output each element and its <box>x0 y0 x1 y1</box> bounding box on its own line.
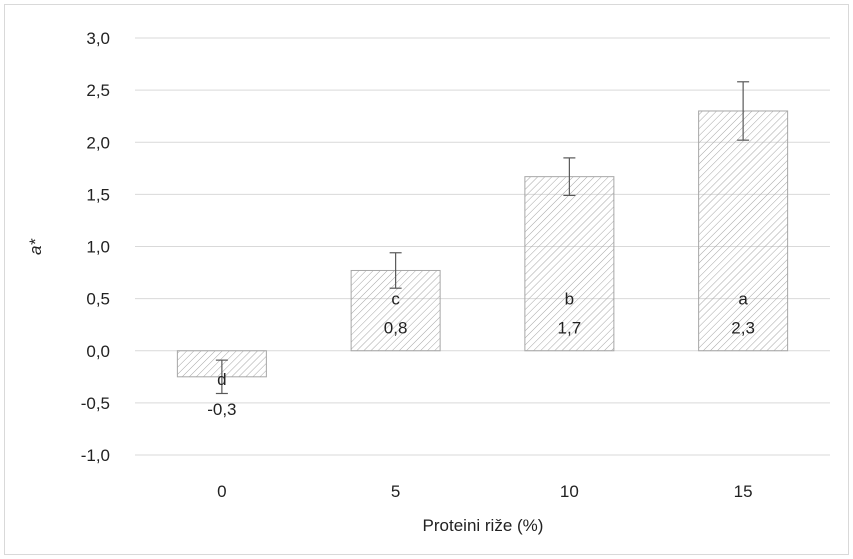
y-tick-label: 0,0 <box>86 342 110 361</box>
bar <box>698 110 789 352</box>
x-axis-title: Proteini riže (%) <box>423 516 544 535</box>
y-tick-label: 1,5 <box>86 185 110 204</box>
data-labels: d -0,3 c 0,8 b 1,7 a 2,3 <box>207 290 755 419</box>
y-tick-label: 2,5 <box>86 81 110 100</box>
y-tick-label: 1,0 <box>86 238 110 257</box>
y-tick-label: 0,5 <box>86 290 110 309</box>
x-tick-label: 10 <box>560 482 579 501</box>
value-label: -0,3 <box>207 400 236 419</box>
y-tick-label: 3,0 <box>86 29 110 48</box>
x-axis-ticks: 0 5 10 15 <box>217 482 752 501</box>
significance-letter: a <box>738 290 748 309</box>
value-label: 0,8 <box>384 319 408 338</box>
x-tick-label: 5 <box>391 482 400 501</box>
y-tick-label: -0,5 <box>81 394 110 413</box>
significance-letter: d <box>217 370 226 389</box>
y-tick-label: 2,0 <box>86 133 110 152</box>
significance-letter: b <box>565 290 574 309</box>
bar <box>524 176 615 352</box>
y-axis-title: a* <box>26 238 45 255</box>
bars <box>176 110 789 378</box>
x-tick-label: 15 <box>734 482 753 501</box>
significance-letter: c <box>391 290 400 309</box>
y-tick-label: -1,0 <box>81 446 110 465</box>
value-label: 1,7 <box>558 319 582 338</box>
value-label: 2,3 <box>731 319 755 338</box>
y-axis-ticks: -1,0 -0,5 0,0 0,5 1,0 1,5 2,0 2,5 3,0 <box>81 29 110 465</box>
x-tick-label: 0 <box>217 482 226 501</box>
error-bars <box>215 81 750 395</box>
